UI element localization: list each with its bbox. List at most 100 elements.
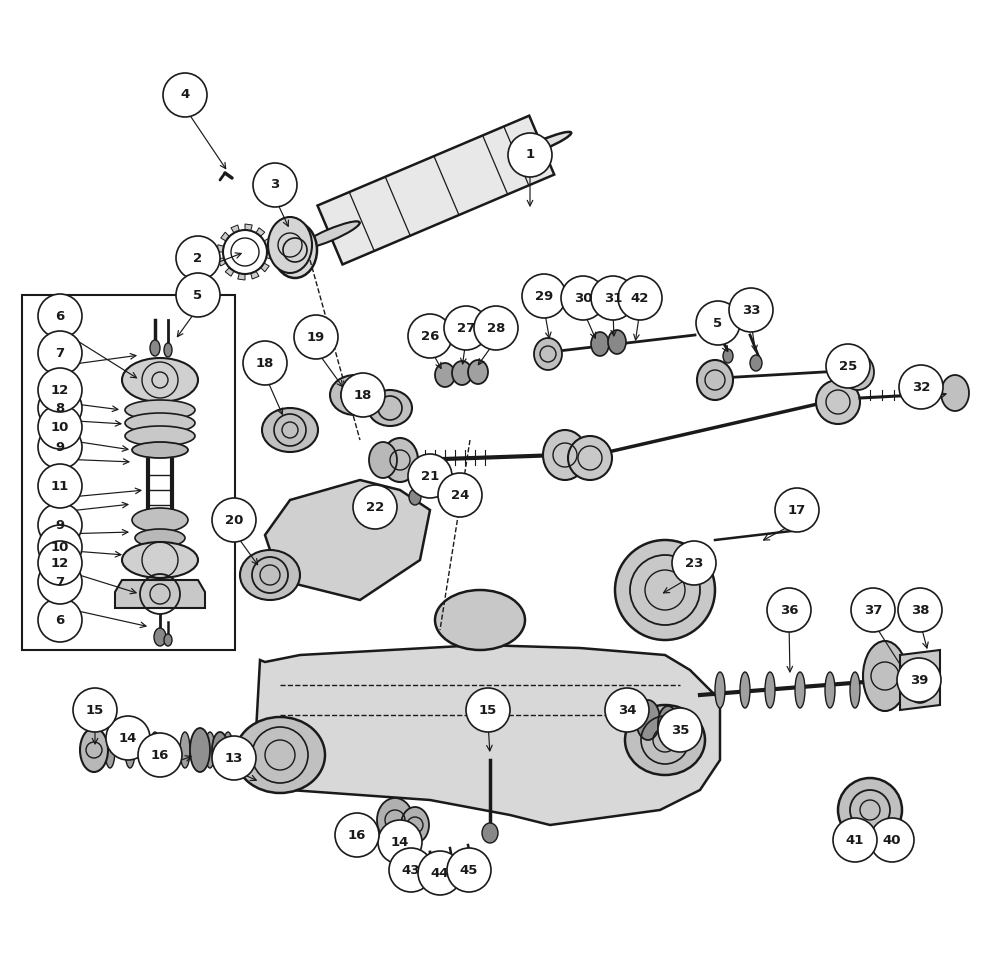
Text: 12: 12 [51, 557, 69, 570]
Circle shape [418, 851, 462, 895]
Circle shape [899, 365, 943, 409]
Ellipse shape [482, 823, 498, 843]
Ellipse shape [850, 672, 860, 708]
Ellipse shape [470, 866, 480, 878]
Circle shape [138, 733, 182, 777]
Ellipse shape [268, 217, 312, 273]
Text: 35: 35 [671, 723, 689, 737]
Ellipse shape [125, 413, 195, 433]
Ellipse shape [132, 442, 188, 458]
Circle shape [775, 488, 819, 532]
Circle shape [176, 273, 220, 317]
Circle shape [897, 658, 941, 702]
Ellipse shape [534, 338, 562, 370]
Ellipse shape [330, 375, 380, 415]
Polygon shape [264, 238, 272, 246]
Text: 41: 41 [846, 834, 864, 847]
Ellipse shape [409, 489, 421, 505]
Circle shape [38, 331, 82, 375]
Ellipse shape [435, 363, 455, 387]
Text: 44: 44 [431, 866, 449, 880]
Text: 30: 30 [574, 292, 592, 304]
Ellipse shape [205, 732, 215, 768]
Circle shape [38, 294, 82, 338]
Text: 20: 20 [225, 513, 243, 527]
Circle shape [212, 736, 256, 780]
Text: 3: 3 [270, 179, 280, 191]
Ellipse shape [543, 430, 587, 480]
Text: 7: 7 [55, 346, 65, 360]
Ellipse shape [223, 732, 233, 768]
Ellipse shape [435, 590, 525, 650]
Circle shape [474, 306, 518, 350]
Polygon shape [261, 263, 269, 272]
Circle shape [38, 425, 82, 469]
Ellipse shape [568, 436, 612, 480]
Text: 19: 19 [307, 330, 325, 343]
Text: 5: 5 [713, 317, 723, 330]
Circle shape [898, 588, 942, 632]
Ellipse shape [697, 360, 733, 400]
Polygon shape [265, 480, 430, 600]
Circle shape [38, 464, 82, 508]
Text: 26: 26 [421, 330, 439, 342]
Text: 24: 24 [451, 489, 469, 502]
Polygon shape [245, 224, 252, 230]
Circle shape [408, 314, 452, 358]
Ellipse shape [382, 438, 418, 482]
Ellipse shape [636, 700, 660, 740]
Ellipse shape [795, 672, 805, 708]
Polygon shape [221, 232, 229, 241]
Ellipse shape [300, 222, 360, 248]
Circle shape [378, 820, 422, 864]
Circle shape [729, 288, 773, 332]
Text: 28: 28 [487, 322, 505, 334]
Circle shape [38, 503, 82, 547]
Text: 15: 15 [479, 704, 497, 716]
Ellipse shape [80, 728, 108, 772]
Circle shape [38, 405, 82, 449]
Circle shape [38, 598, 82, 642]
Ellipse shape [122, 542, 198, 578]
Text: 17: 17 [788, 503, 806, 516]
Text: 45: 45 [460, 863, 478, 877]
Circle shape [672, 541, 716, 585]
Ellipse shape [377, 798, 413, 842]
Ellipse shape [941, 375, 969, 411]
Circle shape [38, 386, 82, 430]
Text: 14: 14 [119, 732, 137, 745]
Ellipse shape [190, 728, 210, 772]
Ellipse shape [235, 717, 325, 793]
Circle shape [106, 716, 150, 760]
Polygon shape [251, 271, 259, 279]
Ellipse shape [262, 408, 318, 452]
Circle shape [605, 688, 649, 732]
Text: 11: 11 [51, 479, 69, 493]
Ellipse shape [838, 778, 902, 842]
Circle shape [341, 373, 385, 417]
Ellipse shape [512, 132, 571, 158]
Text: 6: 6 [55, 309, 65, 323]
Polygon shape [238, 273, 245, 280]
Circle shape [353, 485, 397, 529]
Ellipse shape [105, 732, 115, 768]
Polygon shape [218, 258, 226, 266]
Circle shape [851, 588, 895, 632]
Ellipse shape [842, 354, 874, 390]
Circle shape [73, 688, 117, 732]
Text: 42: 42 [631, 292, 649, 304]
Text: 5: 5 [193, 289, 203, 301]
Circle shape [438, 473, 482, 517]
Bar [22, 295, 235, 650]
Polygon shape [231, 225, 239, 233]
Text: 13: 13 [225, 751, 243, 765]
Circle shape [243, 341, 287, 385]
Ellipse shape [300, 222, 360, 249]
Circle shape [389, 848, 433, 892]
Ellipse shape [125, 426, 195, 446]
Text: 23: 23 [685, 557, 703, 570]
Text: 29: 29 [535, 290, 553, 302]
Ellipse shape [132, 508, 188, 532]
Ellipse shape [608, 330, 626, 354]
Text: 4: 4 [180, 88, 190, 101]
